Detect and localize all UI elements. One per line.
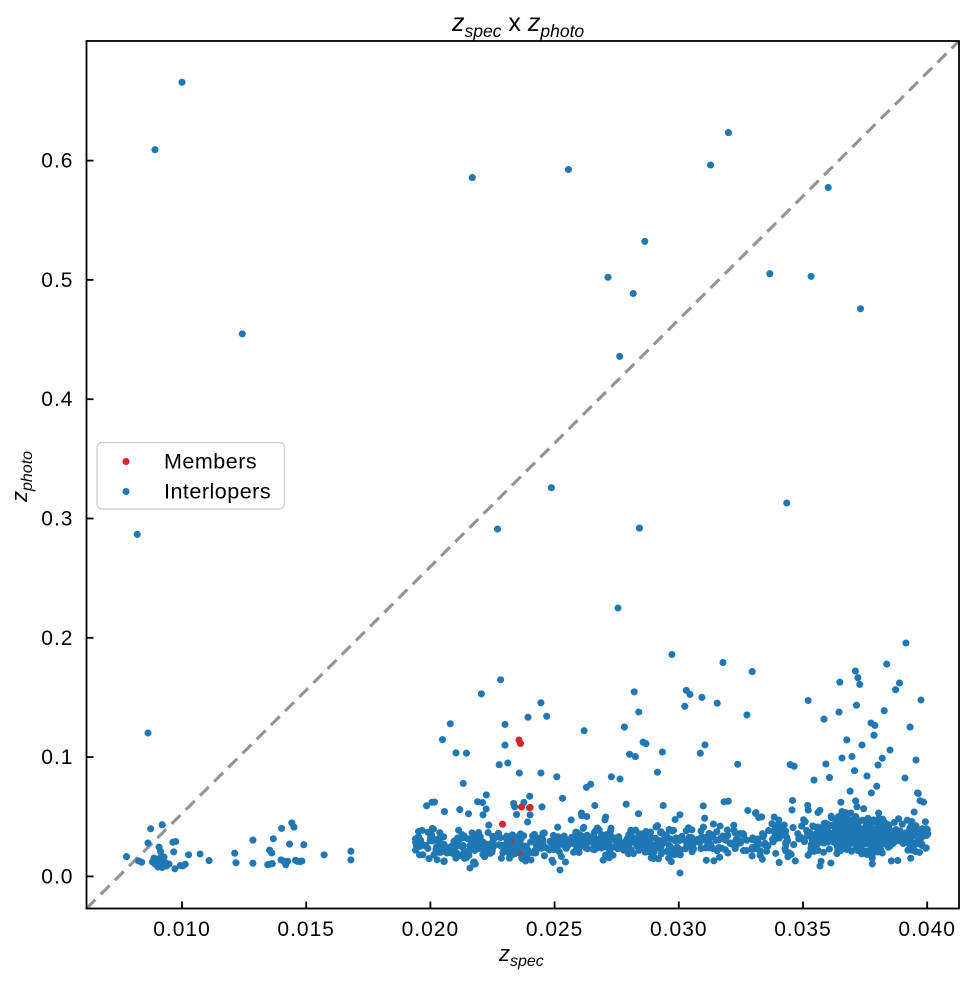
svg-text:0.6: 0.6 [41, 150, 73, 173]
svg-text:0.015: 0.015 [277, 918, 335, 941]
svg-text:0.3: 0.3 [41, 508, 73, 531]
svg-text:0.2: 0.2 [41, 627, 73, 650]
svg-text:Members: Members [164, 450, 257, 474]
svg-text:Interlopers: Interlopers [164, 480, 271, 504]
svg-text:0.035: 0.035 [774, 918, 832, 941]
svg-text:zspec: zspec [498, 941, 544, 970]
svg-text:0.4: 0.4 [41, 388, 73, 411]
svg-text:0.040: 0.040 [898, 918, 956, 941]
svg-text:0.5: 0.5 [41, 269, 73, 292]
svg-text:0.025: 0.025 [526, 918, 584, 941]
svg-text:0.0: 0.0 [41, 865, 73, 888]
svg-text:0.1: 0.1 [41, 746, 73, 769]
svg-text:0.010: 0.010 [153, 918, 211, 941]
svg-text:0.020: 0.020 [402, 918, 460, 941]
svg-text:0.030: 0.030 [650, 918, 708, 941]
